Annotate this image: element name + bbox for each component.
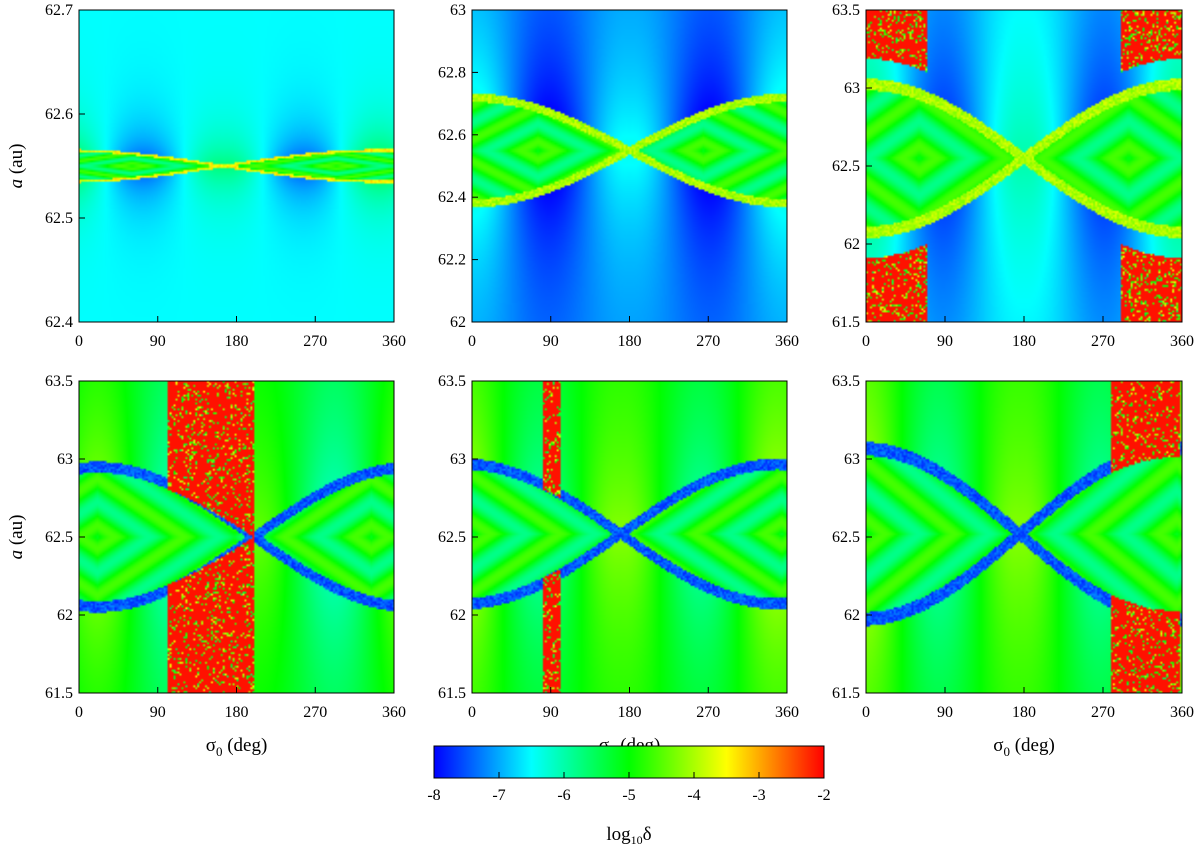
- x-tick-label: 180: [225, 333, 249, 350]
- x-tick-label: 360: [382, 704, 406, 721]
- x-tick-label: 0: [862, 704, 870, 721]
- y-tick-label: 61.5: [45, 685, 73, 702]
- y-tick-label: 63.5: [438, 373, 466, 390]
- x-tick-label: 180: [618, 704, 642, 721]
- y-tick-label: 62: [57, 607, 73, 624]
- panel-bottom-right: 0 90 180 270 360 61.5 62 62.5 63 63.5 σ0 (deg): [832, 373, 1194, 759]
- panel-top-right: 0 90 180 270 360 61.5 62 62.5 63 63.5: [832, 2, 1194, 350]
- x-tick-label: 270: [303, 704, 327, 721]
- y-tick-label: 62.7: [45, 2, 73, 19]
- y-tick-label: 63: [844, 80, 860, 97]
- y-tick-label: 62: [844, 607, 860, 624]
- x-tick-label: 360: [775, 333, 799, 350]
- x-tick-label: 360: [775, 704, 799, 721]
- y-tick-label: 63: [450, 2, 466, 19]
- x-tick-label: 180: [1012, 704, 1036, 721]
- x-tick-label: 90: [543, 704, 559, 721]
- x-tick-label: 270: [303, 333, 327, 350]
- y-tick-label: 62.6: [438, 127, 466, 144]
- heatmap-image: [866, 10, 1182, 322]
- x-tick-label: 270: [696, 333, 720, 350]
- colorbar-tick-label: -6: [557, 787, 570, 804]
- y-tick-label: 61.5: [832, 685, 860, 702]
- x-tick-label: 0: [468, 333, 476, 350]
- x-tick-label: 90: [150, 704, 166, 721]
- panel-top-middle: 0 90 180 270 360 62 62.2 62.4 62.6 62.8 63: [438, 2, 799, 350]
- x-tick-label: 0: [75, 333, 83, 350]
- x-tick-label: 360: [382, 333, 406, 350]
- y-tick-label: 62: [450, 607, 466, 624]
- x-tick-label: 90: [150, 333, 166, 350]
- x-tick-label: 0: [468, 704, 476, 721]
- y-tick-label: 62.5: [832, 158, 860, 175]
- x-tick-label: 90: [543, 333, 559, 350]
- colorbar-tick-label: -8: [427, 787, 440, 804]
- colorbar-tick-label: -2: [817, 787, 830, 804]
- y-tick-label: 62.6: [45, 106, 73, 123]
- y-tick-label: 63: [844, 451, 860, 468]
- heatmap-image: [79, 10, 394, 322]
- x-axis-title: σ0 (deg): [993, 735, 1055, 759]
- x-axis-title: σ0 (deg): [206, 735, 268, 759]
- x-tick-label: 180: [225, 704, 249, 721]
- x-tick-label: 270: [1091, 333, 1115, 350]
- x-tick-label: 0: [75, 704, 83, 721]
- colorbar-tick-label: -7: [492, 787, 505, 804]
- colorbar-ticks: -8 -7 -6 -5 -4 -3 -2: [427, 772, 831, 804]
- y-tick-label: 63: [450, 451, 466, 468]
- colorbar-label: log10δ: [606, 824, 651, 847]
- panel-top-left: 0 90 180 270 360 62.4 62.5 62.6 62.7 a (au): [6, 2, 406, 350]
- colorbar-tick-label: -3: [752, 787, 765, 804]
- y-tick-label: 62.4: [438, 189, 466, 206]
- y-tick-label: 62.2: [438, 252, 466, 269]
- colorbar-tick-label: -4: [687, 787, 700, 804]
- x-tick-label: 180: [1012, 333, 1036, 350]
- y-axis-title: a (au): [6, 144, 27, 189]
- panels: 0 90 180 270 360 62.4 62.5 62.6 62.7 a (au) 0 90 180…: [6, 2, 1194, 759]
- x-tick-label: 90: [937, 333, 953, 350]
- x-tick-label: 180: [618, 333, 642, 350]
- heatmap-image: [472, 10, 787, 322]
- y-tick-label: 62.5: [45, 529, 73, 546]
- colorbar-tick-label: -5: [622, 787, 635, 804]
- y-tick-label: 63.5: [832, 2, 860, 19]
- y-tick-label: 63.5: [832, 373, 860, 390]
- x-tick-label: 90: [937, 704, 953, 721]
- y-tick-label: 61.5: [438, 685, 466, 702]
- y-tick-label: 62.4: [45, 314, 73, 331]
- x-tick-label: 0: [862, 333, 870, 350]
- y-tick-label: 61.5: [832, 314, 860, 331]
- y-tick-label: 62.5: [438, 529, 466, 546]
- x-tick-label: 360: [1170, 704, 1194, 721]
- y-tick-label: 62.5: [45, 210, 73, 227]
- y-tick-label: 62.5: [832, 529, 860, 546]
- y-tick-label: 62: [844, 236, 860, 253]
- y-tick-label: 63: [57, 451, 73, 468]
- heatmap-image: [79, 381, 394, 693]
- x-tick-label: 270: [1091, 704, 1115, 721]
- y-axis-title: a (au): [6, 515, 27, 560]
- x-tick-label: 360: [1170, 333, 1194, 350]
- panel-bottom-left: 0 90 180 270 360 61.5 62 62.5 63 63.5 a (au) σ0 (de…: [6, 373, 406, 759]
- y-tick-label: 62: [450, 314, 466, 331]
- heatmap-image: [472, 381, 787, 693]
- heatmap-image: [866, 381, 1182, 693]
- y-tick-label: 62.8: [438, 64, 466, 81]
- colorbar: -8 -7 -6 -5 -4 -3 -2 log10δ: [427, 745, 831, 847]
- x-tick-label: 270: [696, 704, 720, 721]
- y-tick-label: 63.5: [45, 373, 73, 390]
